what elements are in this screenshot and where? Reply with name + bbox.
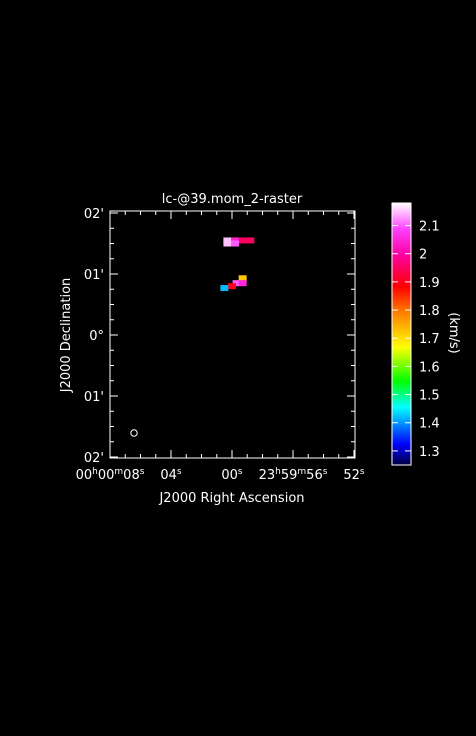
colorbar-tick-label: 1.3 <box>419 445 440 460</box>
axis-ticks <box>109 211 355 458</box>
colorbar-tick-label: 1.9 <box>419 276 440 291</box>
plot-frame <box>109 210 356 459</box>
chart-title: lc-@39.mom_2-raster <box>162 192 303 207</box>
x-tick-label: 04s <box>160 467 182 483</box>
data-pixel <box>231 240 240 247</box>
colorbar-tick-label: 1.5 <box>419 389 440 404</box>
data-pixel <box>223 237 232 244</box>
x-tick-label: 52s <box>343 467 365 483</box>
y-axis-label: J2000 Declination <box>59 278 74 394</box>
data-pixel <box>232 280 241 287</box>
data-pixel <box>246 237 255 244</box>
data-pixel <box>231 237 240 244</box>
y-tick-label: 0° <box>89 329 104 344</box>
x-tick-label: 23h59m56s <box>259 467 328 483</box>
data-pixel <box>223 240 232 247</box>
y-tick-label: 01' <box>84 268 104 283</box>
data-pixel <box>220 285 229 292</box>
data-pixel <box>238 275 247 282</box>
colorbar-tick-label: 1.6 <box>419 360 440 375</box>
colorbar-tick-label: 2.1 <box>419 220 440 235</box>
data-pixel <box>238 280 247 287</box>
x-tick-label: 00s <box>221 467 243 483</box>
x-tick-label: 00h00m08s <box>76 467 145 483</box>
colorbar-tick-label: 1.7 <box>419 332 440 347</box>
x-axis-label: J2000 Right Ascension <box>158 491 304 506</box>
data-pixels <box>220 237 255 292</box>
data-pixel <box>238 237 247 244</box>
beam-ellipse <box>130 429 138 437</box>
x-tick-labels: 00h00m08s 04s 00s 23h59m56s 52s <box>76 467 365 483</box>
colorbar-label: (km/s) <box>446 312 461 354</box>
colorbar <box>391 202 412 466</box>
data-pixel <box>228 283 236 290</box>
colorbar-tick-label: 1.8 <box>419 304 440 319</box>
colorbar-ticks: 2.1 2 1.9 1.8 1.7 1.6 1.5 1.4 1.3 <box>392 220 440 460</box>
colorbar-tick-label: 2 <box>419 248 427 263</box>
colorbar-tick-label: 1.4 <box>419 417 440 432</box>
y-tick-labels: 02' 01' 0° 01' 02' <box>84 207 104 466</box>
y-tick-label: 02' <box>84 451 104 466</box>
y-tick-label: 02' <box>84 207 104 222</box>
y-tick-label: 01' <box>84 390 104 405</box>
